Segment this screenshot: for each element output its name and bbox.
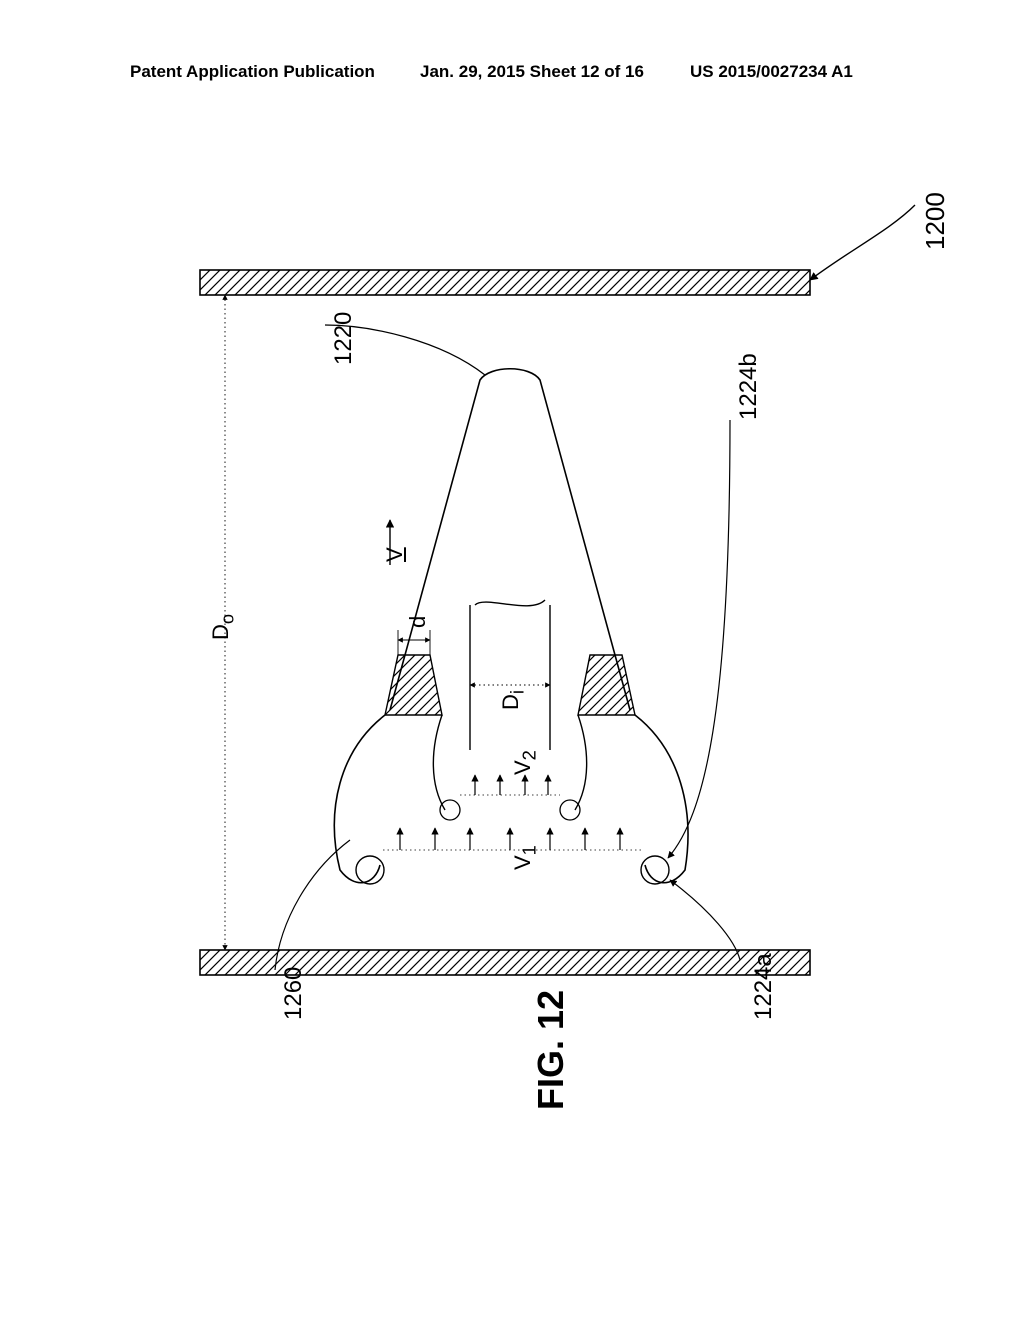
dim-di: Di — [498, 690, 528, 710]
figure-label: FIG. 12 — [530, 990, 572, 1110]
dim-v2: V2 — [510, 750, 540, 775]
dim-v2-main: V — [510, 760, 535, 775]
dim-do-main: D — [208, 624, 233, 640]
ref-1220: 1220 — [330, 312, 358, 365]
header-mid: Jan. 29, 2015 Sheet 12 of 16 — [420, 62, 644, 82]
dim-v: V — [382, 547, 408, 562]
dim-v2-sub: 2 — [518, 750, 539, 760]
dim-di-sub: i — [506, 690, 527, 694]
dim-v1-main: V — [510, 855, 535, 870]
ref-1260: 1260 — [280, 967, 308, 1020]
dim-v1-sub: 1 — [518, 845, 539, 855]
ref-1224b: 1224b — [735, 353, 763, 420]
dim-v1: V1 — [510, 845, 540, 870]
dim-di-main: D — [498, 694, 523, 710]
ref-1200: 1200 — [920, 192, 951, 250]
header-left: Patent Application Publication — [130, 62, 375, 82]
ref-1224a: 1224a — [750, 953, 778, 1020]
dim-do: Do — [208, 614, 238, 640]
header-right: US 2015/0027234 A1 — [690, 62, 853, 82]
dim-d: d — [405, 616, 431, 628]
dim-do-sub: o — [216, 614, 237, 624]
figure-area: 1200 1224b 1224a 1220 1260 Do Di d V V1 … — [130, 150, 930, 1150]
